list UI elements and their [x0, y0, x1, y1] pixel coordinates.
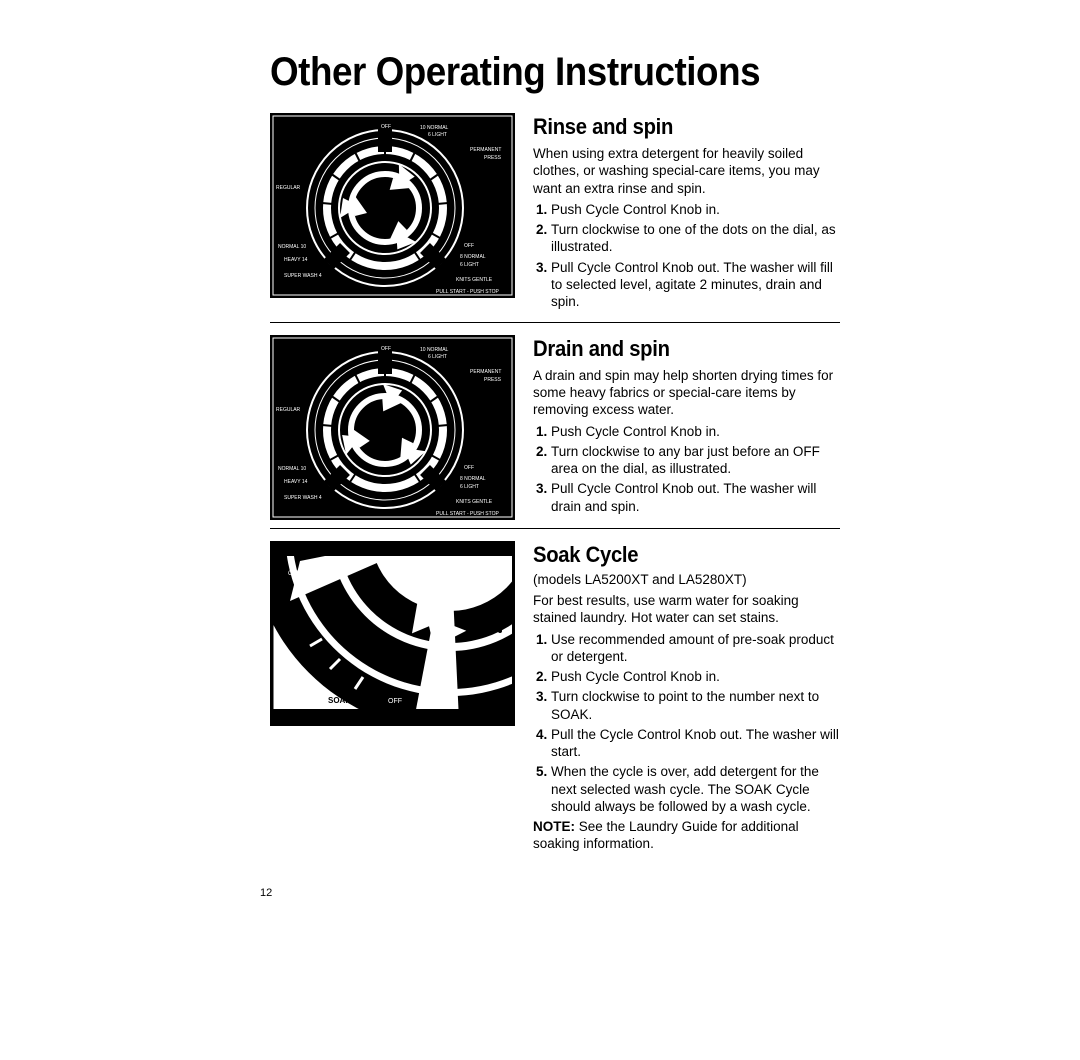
- section-heading: Soak Cycle: [533, 541, 815, 569]
- svg-text:NORMAL 10: NORMAL 10: [278, 466, 306, 472]
- svg-text:SUPER WASH 4: SUPER WASH 4: [284, 273, 322, 279]
- svg-text:REGULAR: REGULAR: [276, 407, 301, 413]
- svg-text:SUPER WASH 4: SUPER WASH 4: [284, 495, 322, 501]
- section-intro: When using extra detergent for heavily s…: [533, 145, 840, 197]
- step-item: Pull Cycle Control Knob out. The washer …: [551, 480, 840, 515]
- step-item: Use recommended amount of pre-soak produ…: [551, 631, 840, 666]
- step-item: Push Cycle Control Knob in.: [551, 423, 840, 440]
- step-item: When the cycle is over, add detergent fo…: [551, 763, 840, 815]
- svg-text:NORMAL 10: NORMAL 10: [278, 244, 306, 250]
- svg-text:6 LIGHT: 6 LIGHT: [428, 132, 447, 138]
- steps-list: Use recommended amount of pre-soak produ…: [533, 631, 840, 816]
- svg-text:6 LIGHT: 6 LIGHT: [460, 484, 479, 490]
- dial-figure-rinse: OFF 10 NORMAL 6 LIGHT PERMANENT PRESS RE…: [270, 113, 515, 298]
- section-rinse: OFF 10 NORMAL 6 LIGHT PERMANENT PRESS RE…: [270, 113, 840, 314]
- svg-text:PERMANENT: PERMANENT: [470, 147, 501, 153]
- dial-figure-drain: OFF 10 NORMAL 6 LIGHT PERMANENT PRESS RE…: [270, 335, 515, 520]
- page-title: Other Operating Instructions: [270, 50, 794, 95]
- svg-text:OFF: OFF: [464, 465, 474, 471]
- dial-figure-soak: OFF SOAK 20 OFF: [270, 541, 515, 726]
- section-intro: A drain and spin may help shorten drying…: [533, 367, 840, 419]
- svg-text:OFF: OFF: [288, 571, 300, 577]
- svg-text:PRESS: PRESS: [484, 377, 502, 383]
- svg-text:8 NORMAL: 8 NORMAL: [460, 254, 486, 260]
- svg-text:PULL START - PUSH STOP: PULL START - PUSH STOP: [436, 289, 499, 295]
- svg-text:8 NORMAL: 8 NORMAL: [460, 476, 486, 482]
- section-heading: Drain and spin: [533, 335, 815, 363]
- step-item: Pull the Cycle Control Knob out. The was…: [551, 726, 840, 761]
- section-heading: Rinse and spin: [533, 113, 815, 141]
- section-intro: For best results, use warm water for soa…: [533, 592, 840, 627]
- svg-text:HEAVY 14: HEAVY 14: [284, 257, 308, 263]
- section-soak: OFF SOAK 20 OFF Soak Cycle (models LA520…: [270, 528, 840, 857]
- step-item: Pull Cycle Control Knob out. The washer …: [551, 259, 840, 311]
- svg-text:REGULAR: REGULAR: [276, 185, 301, 191]
- step-item: Turn clockwise to one of the dots on the…: [551, 221, 840, 256]
- step-item: Turn clockwise to any bar just before an…: [551, 443, 840, 478]
- steps-list: Push Cycle Control Knob in. Turn clockwi…: [533, 201, 840, 311]
- svg-text:PULL START - PUSH STOP: PULL START - PUSH STOP: [436, 511, 499, 517]
- svg-text:OFF: OFF: [381, 346, 391, 352]
- svg-text:OFF: OFF: [464, 243, 474, 249]
- step-item: Push Cycle Control Knob in.: [551, 668, 840, 685]
- step-item: Push Cycle Control Knob in.: [551, 201, 840, 218]
- steps-list: Push Cycle Control Knob in. Turn clockwi…: [533, 423, 840, 515]
- svg-text:KNITS GENTLE: KNITS GENTLE: [456, 499, 493, 505]
- page-number: 12: [260, 887, 840, 899]
- svg-text:PERMANENT: PERMANENT: [470, 369, 501, 375]
- svg-text:OFF: OFF: [388, 698, 402, 705]
- svg-text:10 NORMAL: 10 NORMAL: [420, 125, 449, 131]
- step-item: Turn clockwise to point to the number ne…: [551, 688, 840, 723]
- svg-text:SOAK 20: SOAK 20: [328, 696, 363, 705]
- svg-text:OFF: OFF: [381, 124, 391, 130]
- svg-text:6 LIGHT: 6 LIGHT: [428, 354, 447, 360]
- svg-text:KNITS GENTLE: KNITS GENTLE: [456, 277, 493, 283]
- svg-text:PRESS: PRESS: [484, 155, 502, 161]
- note: NOTE: See the Laundry Guide for addition…: [533, 818, 840, 853]
- svg-text:10 NORMAL: 10 NORMAL: [420, 347, 449, 353]
- svg-text:HEAVY 14: HEAVY 14: [284, 479, 308, 485]
- section-subhead: (models LA5200XT and LA5280XT): [533, 571, 840, 588]
- section-drain: OFF 10 NORMAL 6 LIGHT PERMANENT PRESS RE…: [270, 322, 840, 520]
- svg-text:6 LIGHT: 6 LIGHT: [460, 262, 479, 268]
